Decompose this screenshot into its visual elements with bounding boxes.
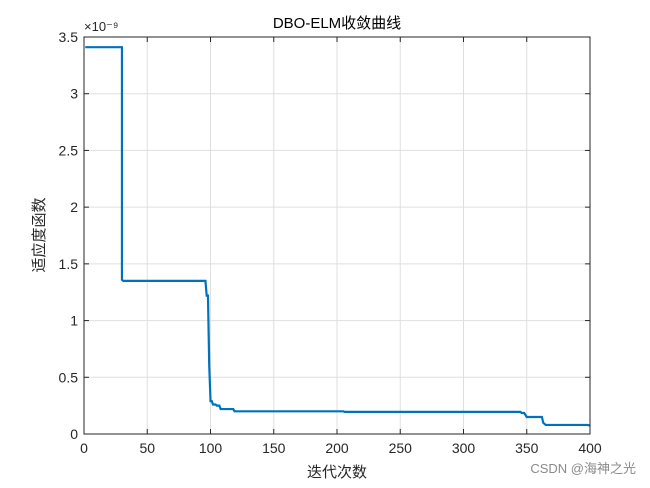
y-tick-label: 3 [70, 86, 78, 102]
x-tick-label: 100 [199, 440, 223, 456]
x-tick-label: 150 [262, 440, 286, 456]
x-tick-label: 0 [80, 440, 88, 456]
y-tick-label: 2 [70, 199, 78, 215]
x-tick-label: 300 [452, 440, 476, 456]
grid-layer [84, 37, 590, 434]
axes-layer: 0 50 100 150 200 250 300 350 400 0 0.5 1 1.5 2 2.5 3 3.5 [59, 29, 602, 456]
y-tick-label: 2.5 [59, 142, 79, 158]
x-tick-label: 200 [325, 440, 349, 456]
x-tick-label: 50 [139, 440, 155, 456]
x-tick-label: 400 [578, 440, 602, 456]
y-tick-label: 1 [70, 313, 78, 329]
y-tick-label: 1.5 [59, 256, 79, 272]
x-axis-label: 迭代次数 [307, 463, 367, 481]
series-layer [85, 46, 591, 427]
y-tick-label: 0.5 [59, 369, 79, 385]
y-axis-label: 适应度函数 [30, 197, 48, 272]
x-tick-label: 250 [389, 440, 413, 456]
x-tick-label: 350 [515, 440, 539, 456]
y-axis-exponent: ×10⁻⁹ [84, 19, 118, 34]
y-tick-label: 0 [70, 426, 78, 442]
chart-title: DBO-ELM收敛曲线 [273, 15, 401, 32]
y-tick-label: 3.5 [59, 29, 79, 45]
watermark: CSDN @海神之光 [530, 461, 636, 476]
series-line [85, 46, 591, 427]
